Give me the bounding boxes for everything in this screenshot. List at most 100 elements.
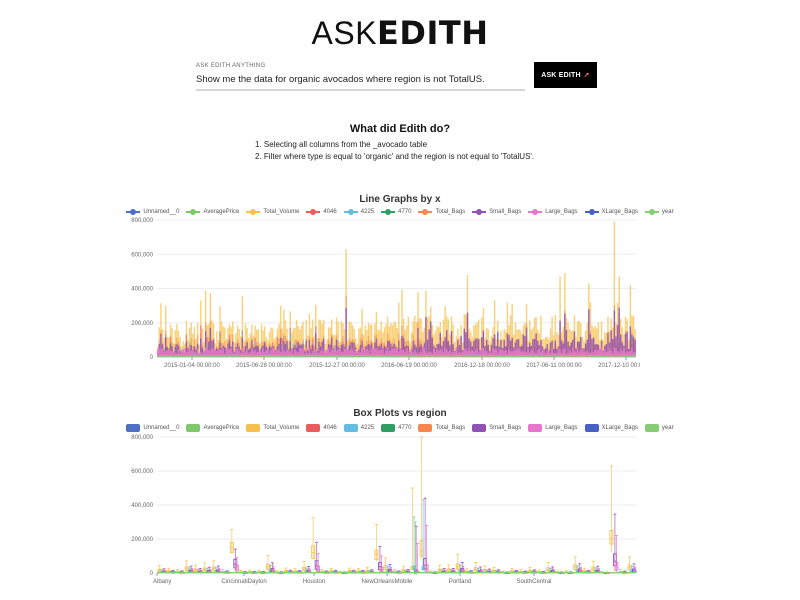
legend-label: XLarge_Bags bbox=[601, 425, 638, 431]
legend-swatch-icon bbox=[528, 424, 543, 432]
svg-text:400,000: 400,000 bbox=[131, 287, 153, 293]
legend-label: Large_Bags bbox=[545, 425, 578, 431]
legend-item[interactable]: Total_Volume bbox=[246, 424, 299, 432]
explanation-steps: 1. Selecting all columns from the _avoca… bbox=[255, 139, 534, 163]
svg-text:600,000: 600,000 bbox=[131, 252, 153, 258]
legend-label: Large_Bags bbox=[545, 209, 578, 215]
legend-swatch-icon bbox=[472, 424, 487, 432]
legend-item[interactable]: AveragePrice bbox=[186, 209, 239, 215]
legend-label: Unnamed__0 bbox=[143, 425, 180, 431]
legend-swatch-icon bbox=[186, 209, 201, 215]
ask-edith-button[interactable]: ASK EDITH ➚ bbox=[534, 62, 597, 88]
svg-text:600,000: 600,000 bbox=[131, 469, 153, 475]
legend-label: 4046 bbox=[323, 209, 337, 215]
legend-label: 4225 bbox=[360, 209, 375, 215]
legend-item[interactable]: year bbox=[644, 209, 674, 215]
legend-item[interactable]: 4225 bbox=[343, 209, 375, 215]
svg-text:0: 0 bbox=[150, 355, 154, 361]
svg-text:Portland: Portland bbox=[449, 579, 471, 585]
legend-item[interactable]: Total_Volume bbox=[246, 209, 299, 215]
legend-item[interactable]: 4225 bbox=[343, 424, 375, 432]
legend-item[interactable]: Total_Bags bbox=[418, 209, 465, 215]
explanation-step: 2. Filter where type is equal to 'organi… bbox=[255, 152, 535, 161]
svg-text:Houston: Houston bbox=[303, 579, 325, 585]
legend-item[interactable]: XLarge_Bags bbox=[584, 209, 638, 215]
search-label: ASK EDITH ANYTHING bbox=[196, 63, 266, 69]
svg-text:800,000: 800,000 bbox=[131, 435, 153, 441]
legend-swatch-icon bbox=[343, 424, 358, 432]
legend-swatch-icon bbox=[343, 209, 358, 215]
legend-label: XLarge_Bags bbox=[601, 209, 638, 215]
legend-item[interactable]: Total_Bags bbox=[418, 424, 465, 432]
svg-text:800,000: 800,000 bbox=[131, 218, 153, 224]
svg-text:400,000: 400,000 bbox=[131, 503, 153, 509]
box-chart: 0 200,000 400,000 600,000 800,000 Albany Cinci… bbox=[131, 435, 637, 585]
legend-item[interactable]: 4770 bbox=[381, 209, 411, 215]
svg-text:200,000: 200,000 bbox=[131, 321, 153, 327]
line-chart: 0 200,000 400,000 600,000 800,000 2015-01-04 … bbox=[131, 218, 640, 369]
legend-swatch-icon bbox=[418, 424, 433, 432]
legend-swatch-icon bbox=[186, 424, 201, 432]
legend-swatch-icon bbox=[381, 209, 396, 215]
legend-label: Total_Volume bbox=[263, 425, 300, 431]
legend-item[interactable]: 4046 bbox=[306, 209, 337, 215]
svg-text:CincinnatiDayton: CincinnatiDayton bbox=[221, 579, 266, 585]
legend-swatch-icon bbox=[472, 209, 487, 215]
legend-label: year bbox=[661, 425, 674, 431]
explanation-title: What did Edith do? bbox=[349, 123, 451, 135]
legend-item[interactable]: Small_Bags bbox=[472, 424, 521, 432]
svg-text:2017-12-10 00:00:00: 2017-12-10 00:00:00 bbox=[598, 363, 640, 369]
legend-item[interactable]: Unnamed__0 bbox=[126, 424, 179, 432]
box-chart-legend: Unnamed__0 AveragePrice Total_Volume 4046 42… bbox=[126, 424, 674, 432]
legend-swatch-icon bbox=[306, 424, 321, 432]
legend-item[interactable]: XLarge_Bags bbox=[584, 424, 638, 432]
legend-item[interactable]: Large_Bags bbox=[528, 424, 578, 432]
legend-label: 4225 bbox=[360, 425, 375, 431]
legend-swatch-icon bbox=[584, 209, 599, 215]
legend-item[interactable]: year bbox=[644, 424, 674, 432]
legend-swatch-icon bbox=[644, 209, 659, 215]
svg-text:2015-12-27 00:00:00: 2015-12-27 00:00:00 bbox=[309, 363, 365, 369]
svg-text:0: 0 bbox=[150, 571, 154, 577]
legend-item[interactable]: 4046 bbox=[306, 424, 337, 432]
legend-item[interactable]: AveragePrice bbox=[186, 424, 239, 432]
search-field: ASK EDITH ANYTHING bbox=[196, 63, 525, 91]
svg-text:2015-01-04 00:00:00: 2015-01-04 00:00:00 bbox=[164, 363, 220, 369]
app-logo: ASKEDITH bbox=[0, 14, 800, 52]
legend-label: 4770 bbox=[398, 209, 412, 215]
svg-text:NewOrleansMobile: NewOrleansMobile bbox=[362, 579, 413, 585]
legend-swatch-icon bbox=[126, 424, 141, 432]
legend-label: Total_Bags bbox=[435, 209, 466, 215]
svg-text:2017-06-11 00:00:00: 2017-06-11 00:00:00 bbox=[526, 363, 582, 369]
line-chart-legend: Unnamed__0 AveragePrice Total_Volume 4046 42… bbox=[126, 209, 674, 215]
legend-swatch-icon bbox=[584, 424, 599, 432]
svg-text:2016-12-18 00:00:00: 2016-12-18 00:00:00 bbox=[454, 363, 510, 369]
legend-swatch-icon bbox=[246, 424, 261, 432]
ask-edith-button-label: ASK EDITH bbox=[541, 71, 581, 79]
svg-text:200,000: 200,000 bbox=[131, 537, 153, 543]
svg-text:Albany: Albany bbox=[153, 579, 171, 585]
legend-label: Small_Bags bbox=[489, 425, 522, 431]
legend-label: Total_Volume bbox=[263, 209, 300, 215]
search-input[interactable] bbox=[196, 71, 525, 91]
legend-swatch-icon bbox=[246, 209, 261, 215]
logo-text-edith: EDITH bbox=[377, 14, 489, 52]
legend-label: Total_Bags bbox=[435, 425, 466, 431]
explanation-step: 1. Selecting all columns from the _avoca… bbox=[255, 140, 428, 149]
legend-item[interactable]: Unnamed__0 bbox=[126, 209, 179, 215]
legend-swatch-icon bbox=[644, 424, 659, 432]
legend-label: Unnamed__0 bbox=[143, 209, 180, 215]
legend-label: 4046 bbox=[323, 425, 337, 431]
legend-swatch-icon bbox=[381, 424, 396, 432]
legend-swatch-icon bbox=[528, 209, 543, 215]
legend-item[interactable]: Small_Bags bbox=[472, 209, 521, 215]
legend-item[interactable]: 4770 bbox=[381, 424, 411, 432]
legend-swatch-icon bbox=[126, 209, 141, 215]
svg-text:2015-06-28 00:00:00: 2015-06-28 00:00:00 bbox=[236, 363, 292, 369]
legend-item[interactable]: Large_Bags bbox=[528, 209, 578, 215]
legend-label: AveragePrice bbox=[203, 425, 240, 431]
box-chart-title: Box Plots vs region bbox=[353, 408, 447, 419]
legend-label: year bbox=[661, 209, 674, 215]
logo-text-ask: ASK bbox=[311, 15, 378, 51]
line-chart-title: Line Graphs by x bbox=[359, 194, 441, 205]
